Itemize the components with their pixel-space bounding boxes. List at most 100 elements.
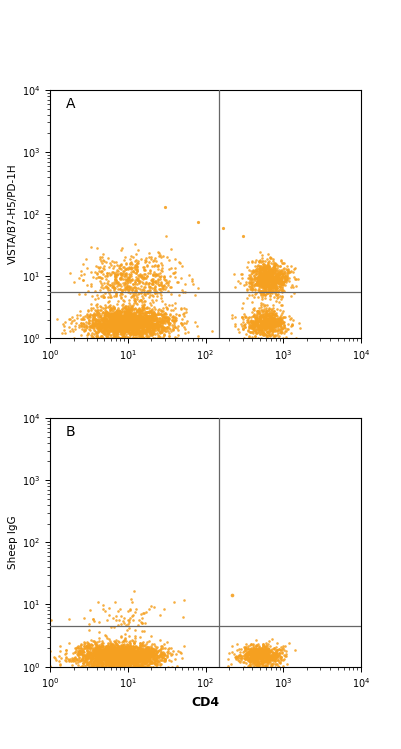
Point xyxy=(121,655,127,667)
Point xyxy=(114,333,121,345)
Point xyxy=(101,319,107,331)
Point xyxy=(102,651,109,663)
Point xyxy=(263,271,269,283)
Point xyxy=(91,635,97,647)
Point xyxy=(281,261,288,273)
Point xyxy=(125,321,131,333)
Point xyxy=(272,645,279,657)
Point xyxy=(168,282,174,294)
Point xyxy=(119,332,126,344)
Point xyxy=(83,658,90,670)
Point xyxy=(111,644,117,656)
Point xyxy=(96,649,102,661)
Point xyxy=(248,273,254,285)
Point xyxy=(255,256,262,268)
Point xyxy=(130,318,137,330)
Point xyxy=(130,327,136,339)
Point xyxy=(116,314,123,326)
Point xyxy=(124,655,130,667)
Point xyxy=(129,655,135,667)
Point xyxy=(106,641,113,653)
Point xyxy=(95,651,102,663)
Point xyxy=(271,266,277,278)
Point xyxy=(111,646,118,658)
Point xyxy=(269,265,275,277)
Point xyxy=(271,314,277,326)
Point xyxy=(138,314,145,326)
Point xyxy=(108,646,114,658)
Point xyxy=(154,323,160,335)
Point xyxy=(111,276,117,288)
Point xyxy=(270,322,277,334)
Point xyxy=(120,649,126,661)
Point xyxy=(118,272,125,284)
Point xyxy=(147,649,153,661)
Point xyxy=(137,649,143,661)
Point xyxy=(257,315,263,327)
Point xyxy=(245,640,251,652)
Point xyxy=(267,315,273,327)
Point xyxy=(272,258,279,270)
Point xyxy=(62,327,68,339)
Point xyxy=(123,258,129,270)
Point xyxy=(132,650,138,662)
Point xyxy=(129,321,136,333)
Point xyxy=(111,306,118,318)
Point xyxy=(262,285,268,297)
Point xyxy=(138,315,144,327)
Point xyxy=(99,321,105,333)
Point xyxy=(85,317,91,329)
Point xyxy=(116,648,123,660)
Point xyxy=(154,308,160,320)
Point xyxy=(123,270,129,282)
Point xyxy=(148,308,154,320)
Point xyxy=(254,649,261,661)
Point xyxy=(144,259,150,271)
Point xyxy=(226,647,233,659)
Point xyxy=(143,325,149,337)
Point xyxy=(130,642,136,654)
Point xyxy=(96,651,103,663)
Point xyxy=(118,331,125,343)
Point xyxy=(278,272,284,284)
Point xyxy=(142,316,149,328)
Point xyxy=(119,325,126,337)
Point xyxy=(138,304,145,316)
Point xyxy=(253,654,259,666)
Point xyxy=(117,655,124,667)
Point xyxy=(136,275,142,287)
Point xyxy=(121,634,128,646)
Point xyxy=(257,652,263,664)
Point xyxy=(277,309,284,321)
Point xyxy=(270,320,277,332)
Point xyxy=(277,651,284,663)
Point xyxy=(81,646,87,658)
Point xyxy=(249,646,256,658)
Point xyxy=(120,658,127,670)
Point xyxy=(113,288,119,300)
Point xyxy=(262,276,268,288)
Point xyxy=(105,653,112,665)
Point xyxy=(266,329,272,341)
Point xyxy=(122,268,129,280)
Point xyxy=(109,649,116,661)
Point xyxy=(132,661,139,673)
Point xyxy=(127,282,133,294)
Point xyxy=(118,288,125,300)
Point xyxy=(86,318,92,330)
Point xyxy=(115,324,121,336)
Point xyxy=(128,312,135,324)
Point xyxy=(92,320,98,332)
Point xyxy=(117,313,124,325)
Point xyxy=(59,327,65,339)
Point xyxy=(125,655,132,667)
Point xyxy=(96,642,102,654)
Point xyxy=(260,656,267,668)
Point xyxy=(258,271,264,283)
Point xyxy=(122,658,128,670)
Point xyxy=(140,324,146,336)
Point xyxy=(148,642,154,654)
Point xyxy=(128,261,135,273)
Point xyxy=(269,273,276,285)
Point xyxy=(172,314,178,326)
